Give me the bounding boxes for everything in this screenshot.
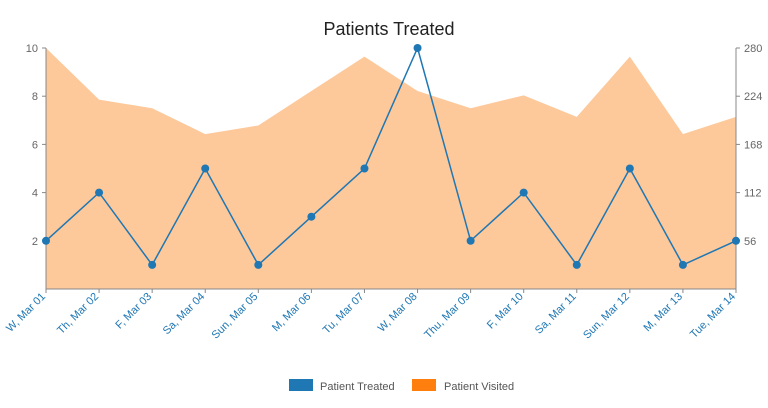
treated-point[interactable] (360, 164, 369, 173)
left-tick-label: 4 (32, 188, 38, 200)
visited-area[interactable] (46, 48, 736, 289)
treated-point[interactable] (519, 188, 528, 197)
treated-point[interactable] (201, 164, 210, 173)
x-tick-label: Thu, Mar 09 (422, 291, 472, 341)
right-tick-label: 168 (744, 139, 762, 151)
left-tick-label: 2 (32, 236, 38, 248)
x-tick-label: Th, Mar 02 (55, 291, 101, 337)
right-tick-label: 224 (744, 91, 762, 103)
x-tick-label: Sun, Mar 05 (210, 291, 261, 342)
treated-point[interactable] (42, 236, 50, 245)
x-labels-layer: W, Mar 01 Th, Mar 02 F, Mar 03 Sa, Mar 04 Su… (4, 291, 738, 342)
x-tick-label: Sa, Mar 11 (533, 291, 579, 337)
left-tick-label: 8 (32, 91, 38, 103)
legend-label-treated[interactable]: Patient Treated (320, 381, 395, 393)
left-tick-label: 10 (26, 43, 38, 55)
treated-point[interactable] (148, 260, 157, 269)
x-tick-label: Sun, Mar 12 (581, 291, 632, 342)
legend-swatch-visited[interactable] (412, 379, 436, 391)
treated-point[interactable] (732, 236, 740, 245)
treated-point[interactable] (466, 236, 475, 245)
x-tick-label: F, Mar 03 (113, 291, 154, 332)
x-tick-label: Tu, Mar 07 (321, 291, 367, 337)
right-tick-label: 280 (744, 43, 762, 55)
left-tick-label: 6 (32, 139, 38, 151)
legend-swatch-treated[interactable] (289, 379, 313, 391)
x-tick-label: Tue, Mar 14 (688, 291, 738, 341)
treated-point[interactable] (307, 212, 316, 221)
treated-point[interactable] (95, 188, 104, 197)
right-tick-label: 112 (744, 188, 762, 200)
x-tick-label: M, Mar 13 (642, 291, 685, 334)
x-tick-label: F, Mar 10 (485, 291, 526, 332)
treated-point[interactable] (572, 260, 581, 269)
treated-point[interactable] (625, 164, 634, 173)
axes-layer: 2 4 6 8 10 56 112 168 224 280 (26, 43, 762, 293)
x-tick-label: W, Mar 08 (376, 291, 420, 335)
x-tick-label: M, Mar 06 (270, 291, 313, 334)
x-tick-label: Sa, Mar 04 (161, 291, 208, 338)
treated-point[interactable] (413, 44, 422, 52)
treated-line-layer (42, 44, 740, 269)
treated-line[interactable] (45, 45, 737, 267)
visited-area-layer (46, 48, 736, 289)
chart-title: Patients Treated (323, 19, 454, 39)
legend: Patient Treated Patient Visited (289, 379, 514, 393)
treated-point[interactable] (254, 260, 263, 269)
legend-label-visited[interactable]: Patient Visited (444, 381, 514, 393)
right-tick-label: 56 (744, 236, 756, 248)
treated-point[interactable] (678, 260, 687, 269)
x-tick-label: W, Mar 01 (4, 291, 48, 335)
